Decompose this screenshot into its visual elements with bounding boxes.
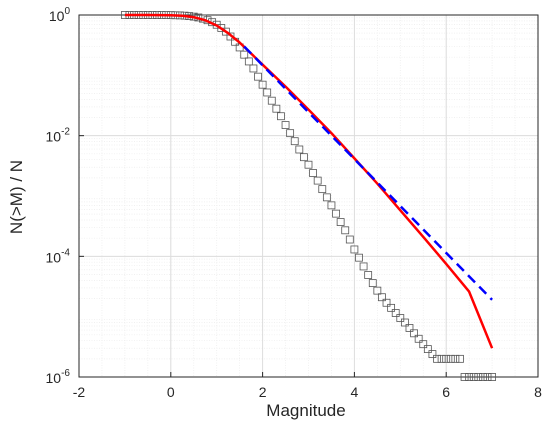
x-tick-label: 0 <box>167 384 175 400</box>
data-point <box>419 340 428 349</box>
series-layer <box>121 11 497 381</box>
data-point <box>433 354 441 363</box>
data-point <box>451 354 460 363</box>
data-point <box>414 334 423 343</box>
data-point <box>446 354 455 363</box>
x-axis: -2 0 2 4 6 8 <box>73 372 542 400</box>
data-point <box>355 253 363 262</box>
data-point <box>387 303 396 312</box>
y-axis-label: N(>M) / N <box>7 160 26 234</box>
data-point <box>442 354 451 363</box>
data-point <box>318 185 327 194</box>
x-tick-label: 6 <box>442 384 450 400</box>
y-tick-label: 10-4 <box>46 247 71 265</box>
data-point <box>474 373 483 381</box>
data-point <box>286 129 295 138</box>
plot-area-frame <box>78 14 539 378</box>
data-point <box>359 262 368 271</box>
data-point <box>263 88 272 97</box>
data-point <box>322 193 331 202</box>
data-point <box>364 271 373 279</box>
x-tick-label: 8 <box>534 384 542 400</box>
data-point <box>483 373 492 381</box>
data-point <box>249 64 258 73</box>
data-point <box>456 354 464 363</box>
data-point <box>336 218 345 226</box>
data-point <box>410 329 418 338</box>
data-point <box>332 209 340 218</box>
data-point <box>341 226 350 235</box>
data-point <box>469 373 478 381</box>
data-point <box>277 112 285 121</box>
data-point <box>240 50 249 59</box>
data-point <box>327 201 336 210</box>
data-point <box>272 104 281 113</box>
x-tick-label: 2 <box>259 384 267 400</box>
data-point <box>460 373 469 381</box>
data-point <box>290 137 299 146</box>
data-point <box>428 350 437 358</box>
data-point <box>373 286 382 295</box>
data-point <box>244 57 253 66</box>
y-tick-label: 100 <box>49 6 71 24</box>
y-tick-label: 10-6 <box>46 368 71 386</box>
data-point <box>437 354 446 363</box>
data-point <box>488 373 497 381</box>
data-point <box>350 245 359 254</box>
data-point <box>368 279 377 288</box>
data-point <box>309 169 317 177</box>
data-point <box>405 324 414 332</box>
x-axis-label: Magnitude <box>266 401 345 420</box>
data-point <box>479 373 487 381</box>
data-point <box>465 373 474 381</box>
data-point <box>345 235 354 244</box>
x-tick-label: 4 <box>351 384 359 400</box>
data-point <box>400 318 409 327</box>
data-point <box>391 309 400 317</box>
reference-dashed-line <box>243 45 493 301</box>
x-tick-label: -2 <box>73 384 86 400</box>
y-tick-label: 10-2 <box>46 127 71 145</box>
y-axis: 10-6 10-4 10-2 100 <box>46 6 84 386</box>
data-point <box>295 145 304 154</box>
data-point <box>382 298 391 307</box>
data-point <box>300 153 308 162</box>
data-point <box>396 314 405 322</box>
data-point <box>378 293 386 302</box>
data-point <box>281 121 290 129</box>
data-point <box>304 160 313 169</box>
data-point <box>423 345 432 354</box>
data-point <box>267 96 276 105</box>
grid <box>78 14 539 378</box>
data-point <box>254 72 262 81</box>
data-point <box>221 27 230 36</box>
data-point <box>313 176 322 185</box>
data-point <box>258 80 267 89</box>
